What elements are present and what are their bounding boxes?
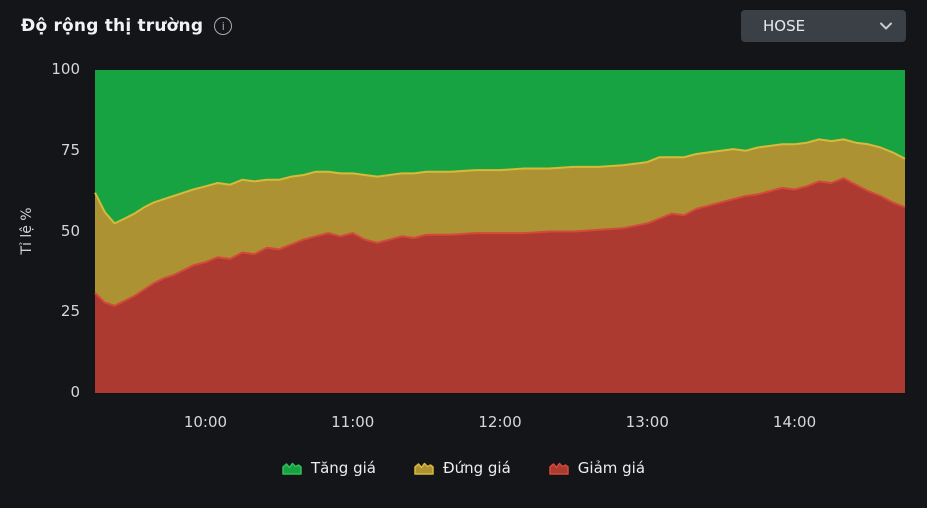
series-area-1	[95, 139, 905, 306]
x-tick-label: 14:00	[772, 413, 817, 431]
series-area-0	[95, 178, 905, 393]
x-tick-label: 10:00	[183, 413, 228, 431]
chevron-down-icon	[880, 22, 892, 30]
exchange-dropdown-value: HOSE	[763, 17, 806, 35]
legend-item-1[interactable]: Đứng giá	[414, 459, 511, 477]
legend-item-label: Tăng giá	[310, 459, 376, 477]
y-tick-label: 75	[60, 140, 80, 159]
y-tick-label: 0	[70, 383, 80, 401]
title-row: Độ rộng thị trường i	[21, 16, 233, 36]
page-title: Độ rộng thị trường	[21, 16, 204, 36]
x-tick-label: 13:00	[625, 413, 669, 431]
chart-legend: Tăng giá Đứng giá Giảm giá	[0, 459, 927, 477]
x-tick-label: 12:00	[478, 413, 522, 431]
legend-swatch-icon	[549, 462, 569, 475]
series-line-0	[94, 177, 906, 307]
series-line-1	[94, 138, 906, 225]
info-icon[interactable]: i	[214, 17, 233, 35]
legend-item-label: Đứng giá	[442, 459, 511, 477]
exchange-dropdown[interactable]: HOSE	[741, 10, 906, 42]
x-tick-label: 11:00	[331, 413, 375, 431]
legend-swatch-icon	[414, 462, 434, 475]
legend-swatch-icon	[282, 462, 302, 475]
y-tick-label: 50	[60, 221, 80, 240]
series-area-2	[95, 70, 905, 224]
legend-item-label: Giảm giá	[577, 459, 646, 477]
legend-item-2[interactable]: Giảm giá	[549, 459, 645, 477]
y-tick-label: 25	[60, 302, 80, 321]
y-tick-label: 100	[51, 60, 80, 78]
legend-item-0[interactable]: Tăng giá	[282, 459, 376, 477]
widget-header: Độ rộng thị trường i HOSE	[0, 0, 927, 52]
